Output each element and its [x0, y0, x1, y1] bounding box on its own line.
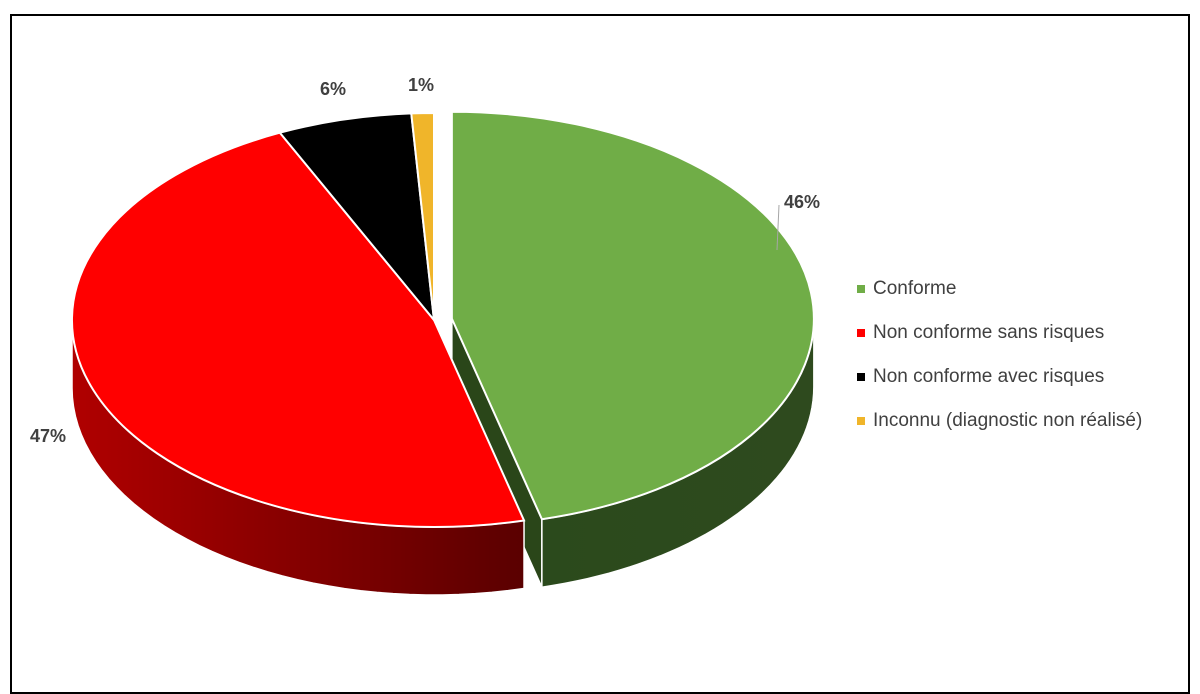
data-label-non-conforme-avec-risques: 6%	[320, 79, 346, 99]
data-label-non-conforme-sans-risques: 47%	[30, 426, 66, 446]
legend-label-inconnu-diagnostic-non-realise: Inconnu (diagnostic non réalisé)	[873, 410, 1142, 431]
legend-swatch-non-conforme-sans-risques	[857, 329, 865, 337]
legend-label-non-conforme-avec-risques: Non conforme avec risques	[873, 366, 1104, 387]
slice-conforme[interactable]	[450, 110, 815, 521]
slice-non-conforme-avec-risques[interactable]	[278, 112, 436, 324]
pie-labels: 46% 47% 6% 1%	[30, 75, 820, 446]
legend-swatch-inconnu-diagnostic-non-realise	[857, 417, 865, 425]
slice-non-conforme-sans-risques[interactable]	[70, 131, 526, 529]
leader-line-conforme	[776, 204, 780, 251]
data-label-inconnu-diagnostic-non-realise: 1%	[408, 75, 434, 95]
pie-tops	[70, 110, 815, 529]
legend-label-conforme: Conforme	[873, 278, 956, 299]
slice-inconnu-diagnostic-non-realise[interactable]	[410, 111, 435, 321]
data-label-conforme: 46%	[784, 192, 820, 212]
legend-swatch-conforme	[857, 285, 865, 293]
legend: Conforme Non conforme sans risques Non con…	[857, 278, 1142, 431]
legend-label-non-conforme-sans-risques: Non conforme sans risques	[873, 322, 1104, 343]
legend-swatch-non-conforme-avec-risques	[857, 373, 865, 381]
